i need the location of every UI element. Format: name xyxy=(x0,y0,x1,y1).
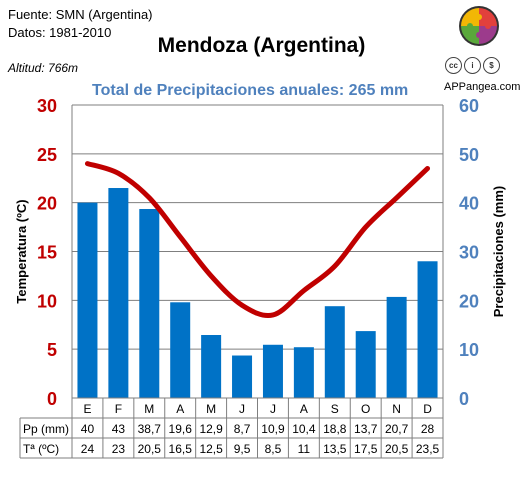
precip-bar xyxy=(77,202,98,398)
y-right-tick-label: 50 xyxy=(459,145,479,165)
table-cell: 38,7 xyxy=(138,422,162,436)
brand-text: APPangea.com xyxy=(444,81,521,93)
precip-bar xyxy=(417,261,438,398)
precip-bar xyxy=(355,331,376,398)
table-cell: 13,5 xyxy=(323,442,347,456)
y-right-tick-label: 30 xyxy=(459,243,479,263)
table-cell: 17,5 xyxy=(354,442,378,456)
month-label: F xyxy=(115,402,122,416)
month-label: M xyxy=(144,402,154,416)
table-cell: 23 xyxy=(112,442,126,456)
month-label: A xyxy=(300,402,308,416)
month-label: D xyxy=(423,402,432,416)
y-right-tick-label: 40 xyxy=(459,194,479,214)
table-cell: 20,5 xyxy=(138,442,162,456)
table-cell: 9,5 xyxy=(234,442,251,456)
table-cell: 43 xyxy=(112,422,126,436)
month-label: N xyxy=(392,402,401,416)
table-cell: 20,5 xyxy=(385,442,409,456)
chart-subtitle: Total de Precipitaciones anuales: 265 mm xyxy=(92,82,409,99)
table-cell: 24 xyxy=(81,442,95,456)
y-left-tick-label: 20 xyxy=(37,194,57,214)
precip-bar xyxy=(262,344,283,398)
period-text: Datos: 1981-2010 xyxy=(8,25,112,40)
y-left-tick-label: 25 xyxy=(37,145,57,165)
y-right-tick-label: 0 xyxy=(459,389,469,409)
month-label: J xyxy=(239,402,245,416)
source-text: Fuente: SMN (Argentina) xyxy=(8,7,153,22)
precip-bar xyxy=(386,296,407,398)
table-cell: 40 xyxy=(81,422,95,436)
table-cell: 10,4 xyxy=(292,422,316,436)
table-cell: 16,5 xyxy=(169,442,193,456)
appangea-logo xyxy=(459,6,499,46)
month-label: E xyxy=(83,402,91,416)
person-icon: i xyxy=(464,57,481,74)
precip-bar xyxy=(139,209,160,398)
month-label: S xyxy=(331,402,339,416)
month-label: A xyxy=(176,402,184,416)
y-right-tick-label: 10 xyxy=(459,340,479,360)
table-cell: 20,7 xyxy=(385,422,409,436)
temperature-line xyxy=(84,161,431,319)
y-left-tick-label: 30 xyxy=(37,96,57,116)
month-label: O xyxy=(361,402,370,416)
y-left-tick-label: 5 xyxy=(47,340,57,360)
table-row-label: Pp (mm) xyxy=(23,422,69,436)
table-cell: 13,7 xyxy=(354,422,378,436)
precip-bar xyxy=(108,188,129,398)
y-left-tick-label: 10 xyxy=(37,291,57,311)
y-left-axis-title: Temperatura (ºC) xyxy=(14,199,29,303)
y-right-axis-title: Precipitaciones (mm) xyxy=(491,186,506,318)
table-cell: 11 xyxy=(298,442,311,456)
no-commercial-icon: $ xyxy=(483,57,500,74)
y-left-tick-label: 0 xyxy=(47,389,57,409)
precip-bar xyxy=(324,306,345,398)
table-row-label: Tª (ºC) xyxy=(23,442,59,456)
table-cell: 8,7 xyxy=(234,422,251,436)
precip-bar xyxy=(170,302,191,398)
precip-bar xyxy=(293,347,314,398)
y-left-tick-label: 15 xyxy=(37,243,57,263)
month-label: J xyxy=(270,402,276,416)
chart-title: Mendoza (Argentina) xyxy=(157,34,366,57)
table-cell: 10,9 xyxy=(261,422,285,436)
cc-icon: cc xyxy=(445,57,462,74)
precip-bar xyxy=(201,335,222,398)
table-cell: 8,5 xyxy=(265,442,282,456)
month-label: M xyxy=(206,402,216,416)
table-cell: 18,8 xyxy=(323,422,347,436)
altitude-text: Altitud: 766m xyxy=(8,61,79,75)
table-cell: 23,5 xyxy=(416,442,440,456)
y-right-tick-label: 20 xyxy=(459,291,479,311)
table-cell: 12,9 xyxy=(199,422,223,436)
precip-bar xyxy=(232,355,253,398)
table-cell: 12,5 xyxy=(199,442,223,456)
table-cell: 28 xyxy=(421,422,435,436)
table-cell: 19,6 xyxy=(169,422,193,436)
y-right-tick-label: 60 xyxy=(459,96,479,116)
